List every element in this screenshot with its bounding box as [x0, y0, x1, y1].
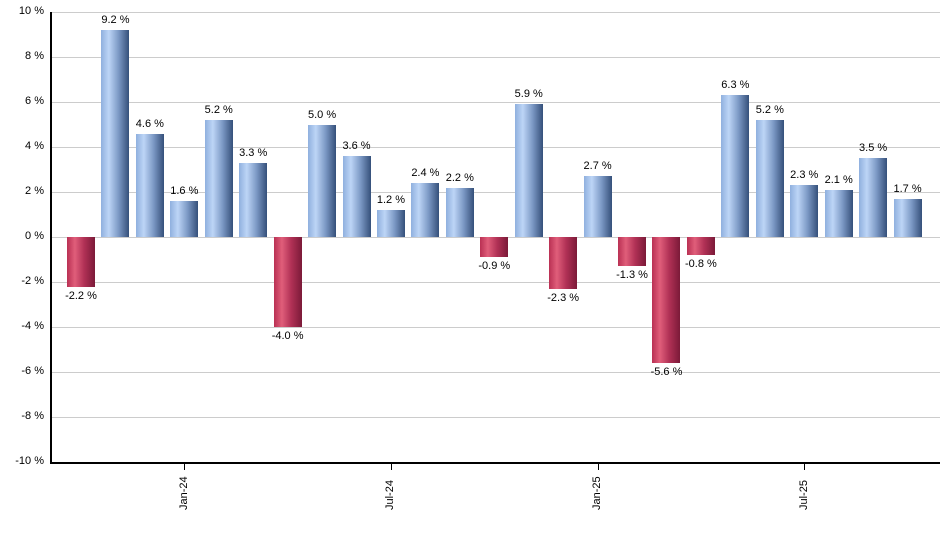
y-axis-label: 4 %: [25, 140, 44, 152]
bar-value-label: -1.3 %: [616, 269, 648, 282]
bar-positive: [239, 162, 268, 237]
bar-value-label: 1.6 %: [170, 185, 199, 197]
bar-value-label: 5.9 %: [514, 88, 543, 101]
gridline-4%: [52, 147, 940, 148]
x-axis-tick-label: Jul-25: [797, 480, 810, 510]
y-axis-label: -8 %: [21, 410, 44, 422]
bar-value-label: 2.7 %: [583, 160, 612, 173]
bar-value-label: 2.3 %: [790, 169, 819, 182]
bar-positive: [790, 185, 819, 237]
bar-value-label: 3.3 %: [239, 146, 268, 159]
bar-value-label: -4.0 %: [271, 330, 304, 342]
bar-positive: [411, 183, 440, 237]
bar-value-label: 2.2 %: [445, 171, 474, 184]
x-axis-tick: [390, 464, 392, 470]
bar-value-label: 1.2 %: [376, 194, 406, 206]
x-axis-tick-label: Jan-25: [591, 476, 604, 510]
bar-value-label: -5.6 %: [650, 366, 683, 378]
y-axis-label: 6 %: [25, 95, 44, 107]
gridline-8%: [52, 57, 940, 58]
bar-value-label: 3.6 %: [342, 140, 371, 152]
bar-positive: [824, 189, 853, 237]
bar-positive: [308, 124, 337, 237]
y-axis-label: 0 %: [25, 230, 44, 242]
bar-positive: [514, 104, 543, 237]
y-axis-label: -4 %: [21, 320, 44, 332]
bar-value-label: -0.9 %: [478, 260, 511, 273]
x-axis-tick-label: Jan-24: [177, 476, 190, 510]
gridline-10%: [52, 12, 940, 13]
bar-positive: [755, 120, 784, 237]
gridline-2%: [52, 192, 940, 193]
bar-positive: [170, 201, 199, 237]
bar-negative: [549, 237, 578, 289]
bar-value-label: -2.2 %: [65, 289, 97, 302]
bar-positive: [135, 133, 164, 237]
bar-value-label: 2.1 %: [824, 173, 853, 186]
y-axis-label: -10 %: [15, 455, 44, 467]
y-axis-label: 8 %: [25, 50, 44, 62]
bar-positive: [376, 210, 405, 237]
bar-value-label: 6.3 %: [721, 79, 750, 92]
y-axis-label: 10 %: [18, 5, 44, 17]
bar-value-label: -2.3 %: [547, 291, 580, 304]
bar-negative: [67, 237, 95, 287]
bar-value-label: 5.2 %: [755, 104, 784, 116]
gridline--6%: [52, 372, 940, 373]
bar-value-label: -0.8 %: [685, 258, 717, 270]
gridline--4%: [52, 327, 940, 328]
x-axis-tick-label: Jul-24: [384, 480, 397, 510]
bar-value-label: 3.5 %: [859, 142, 888, 155]
y-axis-label: -6 %: [21, 365, 44, 377]
bar-positive: [721, 95, 750, 237]
bar-negative: [618, 237, 647, 267]
y-axis-label: -2 %: [21, 275, 44, 287]
bar-positive: [445, 187, 474, 237]
bar-negative: [273, 237, 302, 327]
bar-positive: [893, 198, 922, 237]
bar-positive: [101, 30, 130, 237]
gridline-6%: [52, 102, 940, 103]
bar-value-label: 5.0 %: [308, 108, 337, 121]
bar-negative: [686, 237, 715, 255]
bar-value-label: 5.2 %: [204, 104, 233, 116]
x-axis-tick: [184, 464, 186, 470]
y-axis-label: 2 %: [25, 185, 44, 197]
x-axis-tick: [597, 464, 599, 470]
bar-positive: [859, 158, 888, 237]
x-axis-tick: [804, 464, 806, 470]
bar-negative: [652, 237, 681, 363]
bar-positive: [583, 176, 612, 237]
bar-positive: [204, 120, 233, 237]
gridline--2%: [52, 282, 940, 283]
bar-negative: [480, 237, 509, 258]
plot-area: -2.2 % 9.2 % 4.6 % 1.6 % 5.2 % 3.3 % -4.0 % 5.0…: [50, 12, 940, 470]
bar-value-label: 9.2 %: [101, 14, 130, 26]
bar-positive: [342, 156, 371, 237]
gridline--8%: [52, 417, 940, 418]
bar-value-label: 1.7 %: [893, 182, 922, 195]
bar-value-label: 2.4 %: [411, 167, 440, 179]
bar-value-label: 4.6 %: [135, 117, 164, 130]
